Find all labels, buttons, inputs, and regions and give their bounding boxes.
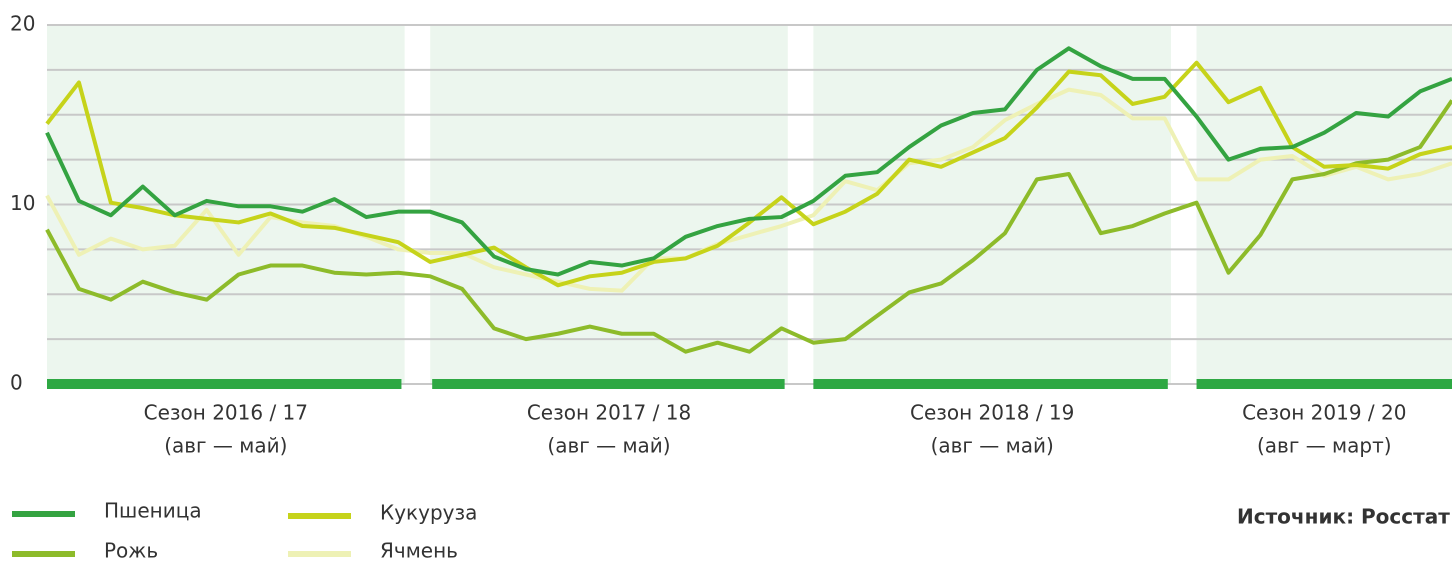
season-bar — [1196, 379, 1452, 389]
season-label: Сезон 2019 / 20 — [1242, 401, 1406, 425]
legend-label: Пшеница — [104, 499, 202, 523]
series-line — [45, 60, 1452, 288]
season-bar — [47, 379, 402, 389]
source: Источник: Росстат — [1237, 505, 1450, 529]
y-tick-label: 0 — [10, 371, 23, 395]
season-bar — [813, 379, 1168, 389]
season-bar — [432, 379, 785, 389]
series-line — [45, 99, 1452, 354]
season-period: (авг — май) — [931, 434, 1054, 458]
legend-label: Рожь — [104, 539, 158, 563]
season-label: Сезон 2017 / 18 — [527, 401, 691, 425]
season-period: (авг — май) — [164, 434, 287, 458]
y-tick-label: 20 — [10, 12, 35, 36]
season-period: (авг — май) — [547, 434, 670, 458]
season-label: Сезон 2018 / 19 — [910, 401, 1074, 425]
legend-label: Кукуруза — [380, 501, 477, 525]
season-label: Сезон 2016 / 17 — [144, 401, 308, 425]
series-line — [45, 46, 1452, 277]
y-tick-label: 10 — [10, 191, 35, 215]
legend-label: Ячмень — [380, 539, 458, 563]
season-period: (авг — март) — [1257, 434, 1392, 458]
